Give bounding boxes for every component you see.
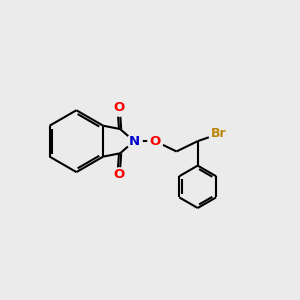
Text: N: N xyxy=(128,135,140,148)
Text: Br: Br xyxy=(211,127,227,140)
Text: O: O xyxy=(113,101,124,114)
Text: O: O xyxy=(150,135,161,148)
Text: O: O xyxy=(113,168,124,181)
